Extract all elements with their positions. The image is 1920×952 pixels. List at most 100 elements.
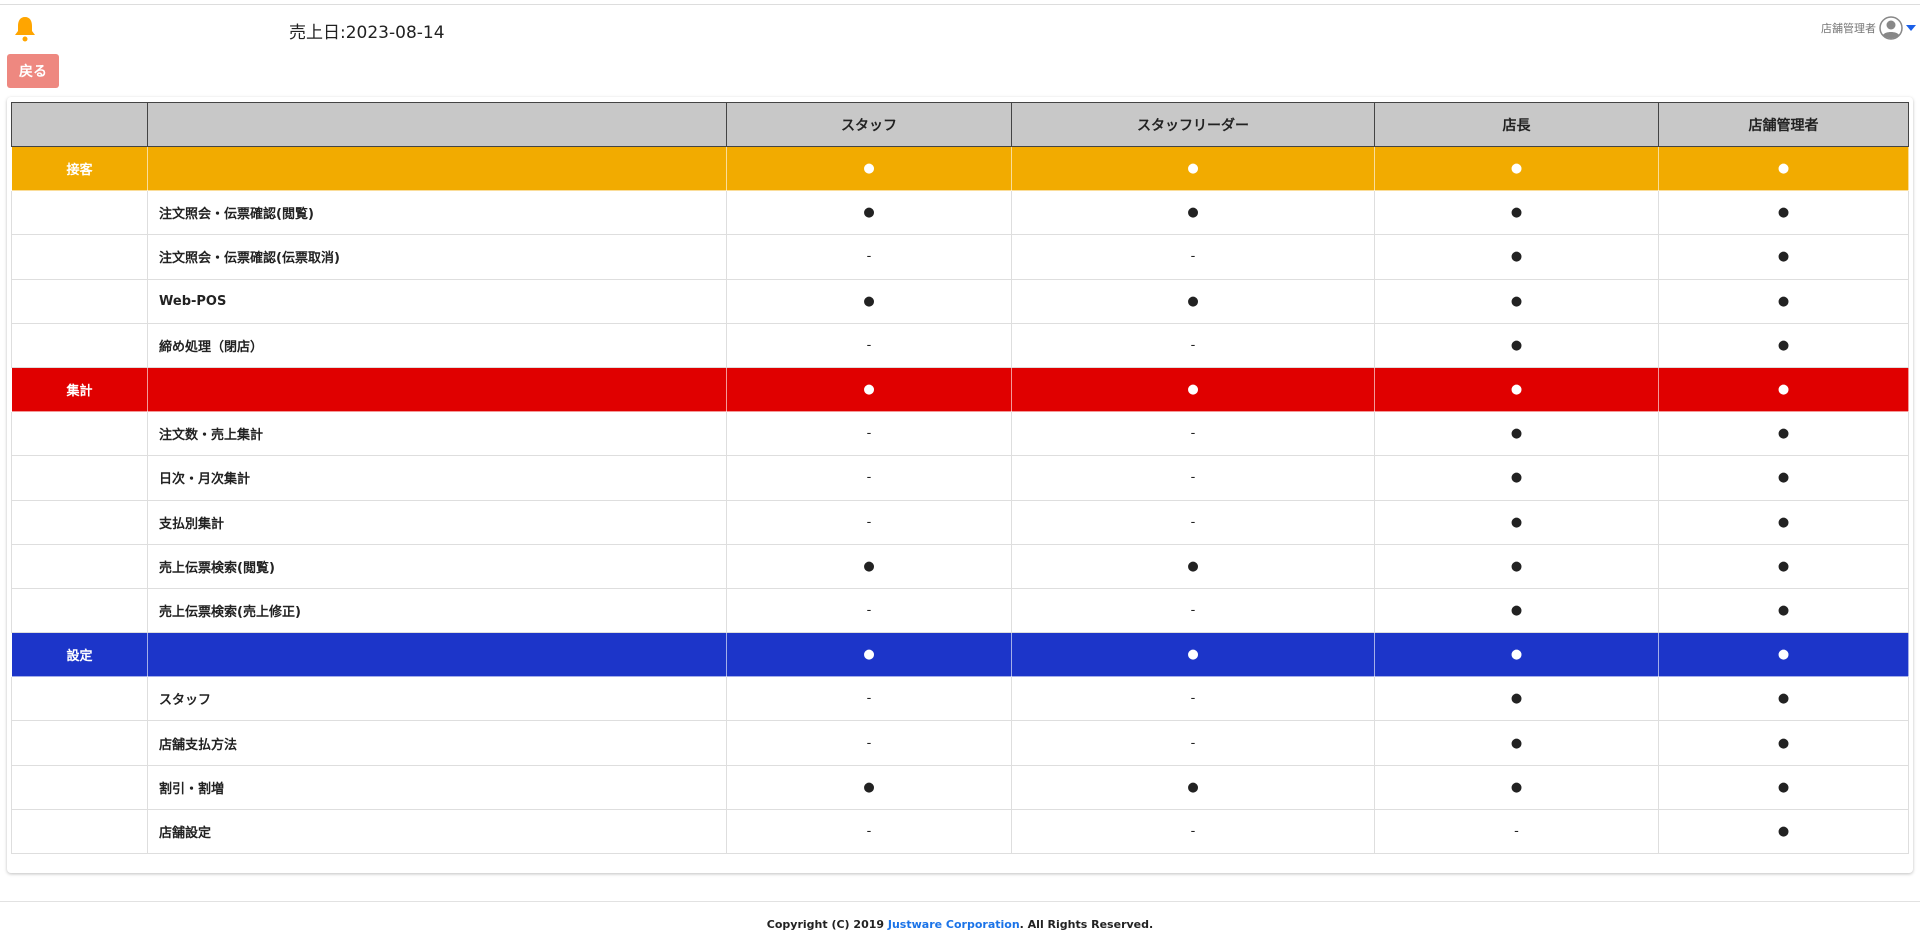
sales-date: 売上日:2023-08-14: [289, 23, 445, 43]
permission-cell: -: [1374, 808, 1659, 855]
permission-cell: ●: [726, 764, 1012, 810]
category-cell: 集計: [11, 366, 148, 413]
chevron-down-icon: [1906, 25, 1916, 31]
company-link[interactable]: Justware Corporation: [887, 918, 1020, 931]
feature-label: [147, 632, 727, 678]
user-menu[interactable]: 店舗管理者: [1821, 16, 1916, 40]
permission-cell: ●: [1374, 720, 1659, 766]
permission-cell: ●: [1374, 234, 1659, 280]
permission-cell: -: [726, 676, 1012, 722]
table-row: 支払別集計 - - ● ●: [11, 499, 1909, 545]
permission-cell: ●: [1374, 190, 1659, 236]
category-cell: [11, 676, 148, 722]
category-cell: [11, 543, 148, 589]
column-header: スタッフ: [726, 102, 1012, 147]
table-row: スタッフ - - ● ●: [11, 676, 1909, 722]
permission-cell: ●: [1658, 587, 1909, 634]
permission-cell: ●: [726, 632, 1012, 678]
feature-label: 店舗支払方法: [147, 720, 727, 766]
permission-cell: ●: [1658, 190, 1909, 236]
permission-cell: -: [726, 499, 1012, 545]
category-cell: [11, 499, 148, 545]
feature-label: 注文数・売上集計: [147, 411, 727, 457]
permission-cell: -: [726, 411, 1012, 457]
permission-cell: ●: [726, 366, 1012, 413]
table-row: 店舗設定 - - - ●: [11, 808, 1909, 855]
category-row: 集計 ● ● ● ●: [11, 366, 1909, 413]
permission-cell: ●: [1374, 676, 1659, 722]
permission-cell: ●: [1658, 234, 1909, 280]
permission-cell: -: [726, 234, 1012, 280]
permission-cell: ●: [1658, 322, 1909, 368]
header-row: スタッフ スタッフリーダー 店長 店舗管理者: [11, 102, 1909, 147]
permission-cell: ●: [1374, 278, 1659, 324]
permission-cell: -: [1011, 499, 1375, 545]
permission-cell: ●: [1011, 543, 1375, 589]
category-cell: [11, 190, 148, 236]
feature-label: 注文照会・伝票確認(閲覧): [147, 190, 727, 236]
column-header: 店舗管理者: [1658, 102, 1909, 147]
permission-cell: -: [1011, 234, 1375, 280]
permission-cell: ●: [1374, 543, 1659, 589]
category-cell: 設定: [11, 632, 148, 678]
permission-cell: -: [1011, 455, 1375, 501]
category-cell: [11, 587, 148, 634]
footer-divider: [0, 901, 1920, 902]
permission-cell: -: [1011, 411, 1375, 457]
permission-cell: -: [1011, 587, 1375, 634]
table-row: 売上伝票検索(売上修正) - - ● ●: [11, 587, 1909, 634]
permission-cell: ●: [1011, 764, 1375, 810]
permission-cell: ●: [1011, 366, 1375, 413]
permission-cell: ●: [1011, 278, 1375, 324]
permission-cell: ●: [1658, 676, 1909, 722]
feature-label: 締め処理（閉店）: [147, 322, 727, 368]
feature-label: [147, 145, 727, 192]
table-row: 注文数・売上集計 - - ● ●: [11, 411, 1909, 457]
feature-label: 店舗設定: [147, 808, 727, 855]
permission-cell: ●: [1658, 808, 1909, 855]
column-header: [11, 102, 148, 147]
footer: Copyright (C) 2019 Justware Corporation.…: [0, 918, 1920, 931]
table-row: 注文照会・伝票確認(伝票取消) - - ● ●: [11, 234, 1909, 280]
permission-cell: -: [1011, 808, 1375, 855]
feature-label: [147, 366, 727, 413]
bell-icon[interactable]: [13, 15, 37, 43]
category-cell: [11, 455, 148, 501]
table-row: 締め処理（閉店） - - ● ●: [11, 322, 1909, 368]
column-header: 店長: [1374, 102, 1659, 147]
permission-cell: ●: [1374, 587, 1659, 634]
permission-cell: ●: [1374, 455, 1659, 501]
permission-cell: ●: [726, 145, 1012, 192]
column-header: スタッフリーダー: [1011, 102, 1375, 147]
permission-cell: -: [726, 808, 1012, 855]
table-row: 店舗支払方法 - - ● ●: [11, 720, 1909, 766]
permission-cell: -: [1011, 720, 1375, 766]
table-row: 売上伝票検索(閲覧) ● ● ● ●: [11, 543, 1909, 589]
avatar-icon: [1879, 16, 1903, 40]
feature-label: 売上伝票検索(閲覧): [147, 543, 727, 589]
permission-cell: ●: [1374, 632, 1659, 678]
permission-cell: -: [726, 720, 1012, 766]
category-cell: [11, 411, 148, 457]
category-cell: [11, 234, 148, 280]
permission-cell: -: [726, 587, 1012, 634]
permission-cell: -: [1011, 676, 1375, 722]
table-row: 割引・割増 ● ● ● ●: [11, 764, 1909, 810]
back-button[interactable]: 戻る: [7, 54, 59, 88]
feature-label: 売上伝票検索(売上修正): [147, 587, 727, 634]
permission-cell: ●: [1374, 366, 1659, 413]
permission-cell: ●: [1011, 190, 1375, 236]
category-cell: 接客: [11, 145, 148, 192]
permission-cell: ●: [1658, 632, 1909, 678]
permission-cell: ●: [1374, 499, 1659, 545]
copyright-suffix: . All Rights Reserved.: [1019, 918, 1154, 931]
permission-cell: ●: [1374, 322, 1659, 368]
category-row: 接客 ● ● ● ●: [11, 145, 1909, 192]
feature-label: スタッフ: [147, 676, 727, 722]
copyright-text: Copyright (C) 2019: [766, 918, 888, 931]
permission-cell: -: [726, 322, 1012, 368]
permission-cell: ●: [1011, 145, 1375, 192]
permission-cell: ●: [1658, 455, 1909, 501]
permission-cell: ●: [1658, 278, 1909, 324]
feature-label: 日次・月次集計: [147, 455, 727, 501]
